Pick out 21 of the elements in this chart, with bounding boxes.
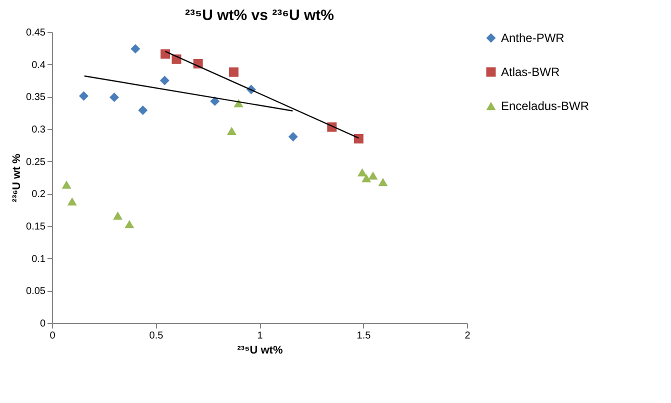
x-tick-label: 1.5: [356, 330, 372, 342]
x-axis-title: ²³⁵U wt%: [237, 344, 283, 356]
y-tick-label: 0.15: [26, 222, 46, 232]
legend-label: Anthe-PWR: [501, 31, 565, 45]
y-tick-label: 0.2: [32, 189, 46, 200]
y-tick-label: 0: [40, 318, 46, 330]
x-tick-label: 0.5: [149, 330, 164, 342]
x-tick-label: 2: [464, 330, 471, 342]
y-tick-label: 0.25: [26, 156, 46, 168]
y-tick-label: 0.1: [32, 254, 46, 265]
y-tick-label: 0.05: [26, 286, 46, 298]
x-tick-label: 1: [257, 330, 264, 342]
y-axis-title: ²³⁶U wt %: [11, 154, 24, 202]
x-tick-label: 0: [50, 330, 56, 342]
y-tick-label: 0.4: [32, 60, 46, 71]
legend-label: Atlas-BWR: [501, 65, 560, 79]
chart-title: ²³⁵U wt% vs ²³⁶U wt%: [185, 7, 334, 24]
y-tick-label: 0.45: [26, 28, 46, 38]
y-tick-label: 0.3: [32, 124, 46, 136]
y-tick-label: 0.35: [26, 92, 46, 104]
legend-label: Enceladus-BWR: [501, 99, 590, 113]
